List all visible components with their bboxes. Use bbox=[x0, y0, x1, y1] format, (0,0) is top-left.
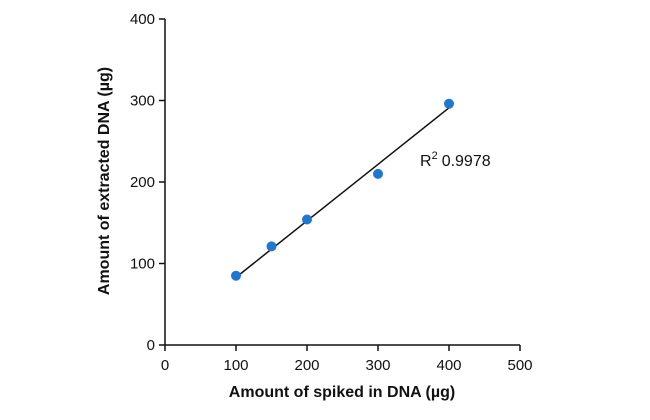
r-squared-value: 0.9978 bbox=[442, 153, 491, 170]
x-tick-label: 100 bbox=[223, 357, 248, 374]
data-point bbox=[302, 214, 312, 225]
y-tick-label: 0 bbox=[147, 337, 155, 354]
data-point bbox=[373, 168, 383, 179]
data-point bbox=[444, 98, 454, 109]
r-squared-superscript: 2 bbox=[432, 150, 438, 162]
plot-area: 0 100 200 300 400 0 100 200 300 400 500 bbox=[130, 11, 533, 374]
y-tick-label: 200 bbox=[130, 174, 155, 191]
y-tick-label: 400 bbox=[130, 11, 155, 28]
x-axis-title: Amount of spiked in DNA (µg) bbox=[229, 384, 455, 401]
y-axis-title: Amount of extracted DNA (µg) bbox=[96, 67, 113, 295]
y-tick-label: 100 bbox=[130, 256, 155, 273]
x-tick-label: 200 bbox=[294, 357, 319, 374]
x-tick-label: 500 bbox=[507, 357, 532, 374]
data-points bbox=[231, 98, 454, 281]
data-point bbox=[266, 241, 277, 252]
data-point bbox=[231, 270, 241, 281]
x-axis-ticks: 0 100 200 300 400 500 bbox=[161, 345, 533, 374]
r-squared-annotation: R2 0.9978 bbox=[420, 150, 491, 170]
y-axis-ticks: 0 100 200 300 400 bbox=[130, 11, 165, 354]
x-tick-label: 0 bbox=[161, 357, 169, 374]
x-tick-label: 300 bbox=[365, 357, 390, 374]
y-tick-label: 300 bbox=[130, 93, 155, 110]
x-tick-label: 400 bbox=[436, 357, 461, 374]
r-squared-base: R bbox=[420, 153, 432, 170]
regression-line bbox=[235, 107, 450, 278]
